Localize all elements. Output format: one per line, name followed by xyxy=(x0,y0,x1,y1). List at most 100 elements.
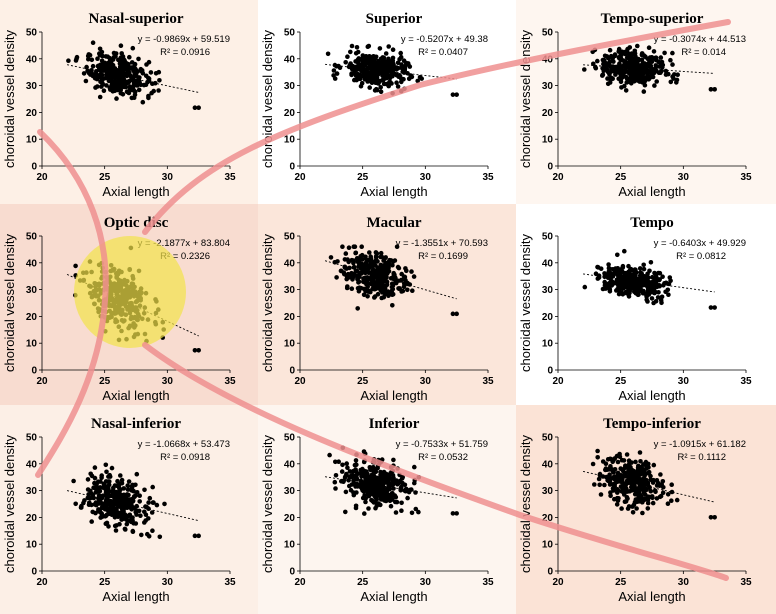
data-point xyxy=(81,270,86,276)
data-point xyxy=(122,282,127,287)
data-point xyxy=(596,476,602,482)
y-tick-label: 0 xyxy=(547,366,553,377)
data-point xyxy=(131,488,136,494)
data-point xyxy=(196,347,201,353)
data-point xyxy=(145,317,151,322)
data-point xyxy=(373,257,379,263)
data-point xyxy=(366,506,371,511)
data-point xyxy=(73,263,78,269)
data-point xyxy=(345,271,351,277)
data-point xyxy=(117,521,122,527)
y-axis-label: choroidal vessel density xyxy=(2,29,17,168)
y-tick-label: 50 xyxy=(26,232,38,243)
data-point xyxy=(100,265,105,271)
data-point xyxy=(368,256,374,262)
data-point xyxy=(327,452,332,458)
y-tick-label: 0 xyxy=(31,162,37,173)
x-axis-label: Axial length xyxy=(618,589,685,604)
data-point xyxy=(595,58,600,64)
data-point xyxy=(332,260,338,265)
data-point xyxy=(383,255,389,260)
data-point xyxy=(385,494,391,500)
data-point xyxy=(662,50,667,56)
data-point xyxy=(383,51,389,56)
x-tick-label: 35 xyxy=(740,376,752,387)
data-point xyxy=(129,281,135,287)
panel-superior: 20 25 30 35 0 10 20 30 40 50 Superior Axial length c… xyxy=(258,0,516,204)
data-point xyxy=(112,288,117,294)
data-point xyxy=(144,338,149,344)
data-point xyxy=(125,307,130,312)
y-tick-label: 30 xyxy=(284,486,296,497)
data-point xyxy=(391,463,396,469)
data-point xyxy=(619,85,624,90)
data-point xyxy=(454,511,459,516)
data-point xyxy=(98,79,103,85)
chart-title: Tempo-superior xyxy=(601,11,704,27)
data-point xyxy=(132,61,138,67)
data-point xyxy=(390,262,395,268)
data-point xyxy=(357,260,362,266)
data-point xyxy=(652,83,657,88)
data-point xyxy=(122,302,128,308)
x-tick-label: 30 xyxy=(420,577,432,588)
y-tick-label: 10 xyxy=(284,339,296,350)
r-squared-label: R² = 0.2326 xyxy=(160,251,210,262)
y-tick-label: 40 xyxy=(542,258,554,269)
data-point xyxy=(109,82,115,87)
r-squared-label: R² = 0.0532 xyxy=(418,452,468,463)
data-point xyxy=(100,281,106,286)
data-point xyxy=(644,294,649,299)
data-point xyxy=(657,483,662,488)
data-point xyxy=(652,270,657,276)
data-point xyxy=(393,510,399,515)
data-point xyxy=(137,499,142,504)
data-point xyxy=(157,534,163,540)
data-point xyxy=(391,270,397,276)
data-point xyxy=(133,305,139,311)
data-point xyxy=(92,465,98,470)
x-tick-label: 30 xyxy=(678,172,690,183)
data-point xyxy=(380,73,385,78)
data-point xyxy=(140,99,146,105)
y-tick-label: 30 xyxy=(542,285,554,296)
data-point xyxy=(127,324,133,329)
data-point xyxy=(633,291,639,296)
data-point xyxy=(122,498,127,504)
data-point xyxy=(388,73,394,78)
data-point xyxy=(641,89,647,94)
data-point xyxy=(325,51,331,57)
data-point xyxy=(658,55,664,60)
data-point xyxy=(112,523,118,529)
data-point xyxy=(656,70,662,75)
y-tick-label: 40 xyxy=(284,54,296,65)
x-axis-label: Axial length xyxy=(618,388,685,403)
data-point xyxy=(391,457,396,463)
scatter-points xyxy=(328,244,459,317)
chart-title: Macular xyxy=(367,215,422,231)
data-point xyxy=(617,288,622,294)
data-point xyxy=(631,282,637,288)
data-point xyxy=(147,495,153,501)
x-axis-label: Axial length xyxy=(360,589,427,604)
chart-title: Nasal-inferior xyxy=(91,416,181,432)
data-point xyxy=(107,308,112,314)
data-point xyxy=(626,504,632,509)
data-point xyxy=(712,515,717,520)
data-point xyxy=(99,473,104,478)
y-axis-label: choroidal vessel density xyxy=(2,233,17,372)
data-point xyxy=(356,288,362,294)
panel-optic-disc: 20 25 30 35 0 10 20 30 40 50 Optic disc Axial lengt… xyxy=(0,204,258,405)
data-point xyxy=(136,268,142,274)
x-tick-label: 35 xyxy=(740,172,752,183)
data-point xyxy=(123,312,129,318)
data-point xyxy=(142,509,147,515)
data-point xyxy=(631,68,637,73)
data-point xyxy=(83,78,89,84)
data-point xyxy=(383,59,389,64)
y-tick-label: 40 xyxy=(542,54,554,65)
data-point xyxy=(93,510,98,516)
y-tick-label: 0 xyxy=(31,366,37,377)
data-point xyxy=(454,92,459,97)
panel-nasal-superior: 20 25 30 35 0 10 20 30 40 50 Nasal-superior Axial l… xyxy=(0,0,258,204)
